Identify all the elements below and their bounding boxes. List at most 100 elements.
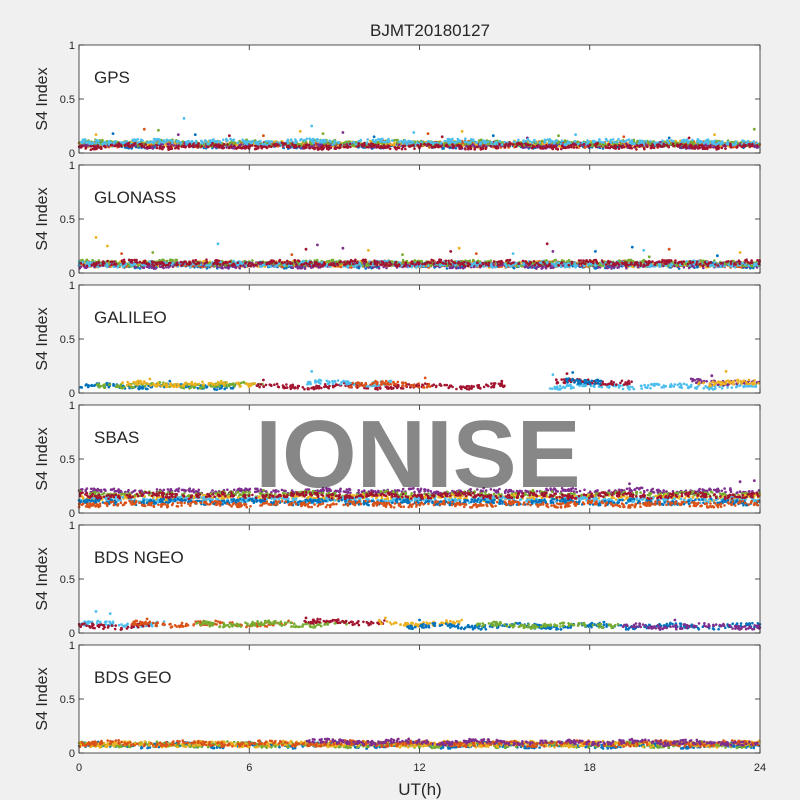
- data-point: [683, 144, 686, 147]
- data-point: [594, 267, 597, 270]
- data-point: [566, 140, 570, 143]
- data-point: [401, 142, 405, 145]
- data-point: [140, 142, 143, 146]
- data-point-peak: [290, 253, 294, 256]
- data-point-peak: [142, 127, 146, 131]
- data-point: [357, 142, 361, 145]
- data-point-peak: [687, 136, 691, 140]
- data-point: [304, 143, 308, 146]
- data-point: [382, 144, 386, 147]
- data-point: [622, 145, 626, 149]
- data-point: [574, 143, 577, 146]
- data-point: [117, 145, 121, 148]
- data-point: [572, 146, 576, 149]
- data-point: [600, 140, 603, 144]
- data-point: [342, 145, 346, 149]
- data-point: [464, 147, 467, 151]
- data-point: [484, 147, 488, 151]
- data-point: [512, 143, 515, 146]
- data-point: [667, 145, 670, 149]
- data-point: [554, 145, 557, 149]
- data-point: [540, 139, 544, 143]
- data-point: [190, 139, 194, 143]
- data-point: [294, 138, 297, 141]
- data-point: [541, 146, 544, 149]
- data-point: [498, 140, 502, 143]
- data-point: [457, 139, 460, 142]
- data-point: [241, 138, 244, 142]
- data-point: [651, 143, 654, 146]
- data-point: [445, 267, 449, 270]
- data-point: [679, 142, 683, 146]
- data-point: [89, 148, 93, 151]
- data-point: [172, 144, 176, 147]
- data-point: [499, 146, 503, 149]
- data-point: [649, 140, 652, 143]
- data-point: [194, 144, 198, 147]
- data-point: [738, 144, 742, 147]
- data-point: [549, 144, 552, 147]
- data-point: [175, 145, 178, 149]
- data-point: [308, 137, 311, 140]
- data-point: [235, 146, 239, 150]
- data-point: [209, 144, 213, 147]
- data-point: [625, 144, 629, 147]
- data-point: [219, 144, 222, 147]
- data-point: [708, 144, 711, 148]
- data-point: [103, 144, 106, 148]
- data-point: [658, 144, 662, 147]
- data-point-peak: [491, 134, 495, 138]
- data-point: [468, 142, 471, 145]
- data-point: [467, 147, 470, 151]
- data-point: [656, 146, 660, 149]
- data-point: [136, 138, 139, 141]
- data-point-peak: [713, 133, 716, 137]
- data-point: [368, 139, 372, 143]
- data-point: [427, 139, 430, 143]
- data-point: [164, 140, 167, 144]
- data-point: [388, 147, 392, 151]
- data-point: [101, 142, 104, 146]
- data-point: [451, 146, 454, 149]
- data-point: [225, 139, 229, 143]
- data-point: [211, 139, 214, 143]
- data-point: [440, 141, 443, 144]
- data-point: [167, 148, 170, 151]
- data-point: [93, 145, 97, 149]
- data-point: [160, 143, 163, 146]
- data-point: [434, 144, 437, 147]
- data-point: [255, 140, 258, 144]
- data-point: [602, 144, 605, 148]
- data-point: [616, 140, 619, 144]
- data-point: [179, 141, 183, 144]
- data-point: [244, 147, 247, 150]
- data-point: [500, 143, 504, 146]
- data-point: [215, 139, 219, 143]
- data-point: [336, 141, 340, 144]
- data-point-peak: [574, 133, 577, 137]
- data-point: [376, 140, 380, 144]
- data-point: [325, 146, 329, 149]
- data-point: [613, 141, 616, 144]
- data-point: [365, 145, 368, 149]
- data-point-peak: [193, 133, 197, 137]
- data-point: [604, 146, 608, 149]
- data-point-peak: [176, 133, 180, 137]
- data-point: [222, 143, 226, 146]
- data-point: [558, 144, 561, 148]
- data-point: [401, 145, 405, 148]
- data-point: [390, 143, 393, 146]
- data-point: [200, 141, 204, 144]
- data-point: [638, 139, 642, 142]
- data-point: [165, 138, 169, 142]
- data-point: [400, 139, 403, 143]
- data-point: [379, 145, 383, 148]
- data-point: [406, 140, 410, 144]
- data-point: [324, 139, 328, 143]
- data-point: [321, 144, 325, 147]
- data-point-peak: [716, 254, 719, 258]
- data-point: [471, 138, 475, 141]
- data-point: [222, 138, 225, 142]
- data-point: [81, 140, 84, 143]
- data-point: [635, 144, 639, 147]
